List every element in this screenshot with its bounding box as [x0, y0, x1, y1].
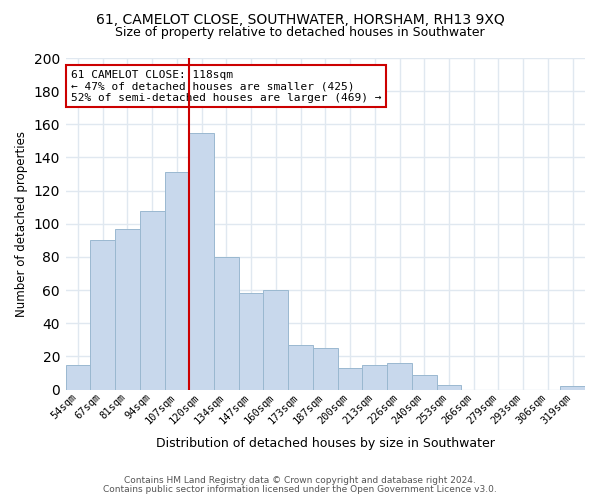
Text: Contains HM Land Registry data © Crown copyright and database right 2024.: Contains HM Land Registry data © Crown c…	[124, 476, 476, 485]
Bar	[140, 210, 164, 390]
Bar	[560, 386, 585, 390]
Bar	[189, 132, 214, 390]
Bar	[387, 363, 412, 390]
Bar	[115, 228, 140, 390]
Bar	[164, 172, 189, 390]
Bar	[91, 240, 115, 390]
Text: 61, CAMELOT CLOSE, SOUTHWATER, HORSHAM, RH13 9XQ: 61, CAMELOT CLOSE, SOUTHWATER, HORSHAM, …	[95, 12, 505, 26]
Text: Contains public sector information licensed under the Open Government Licence v3: Contains public sector information licen…	[103, 485, 497, 494]
Bar	[412, 374, 437, 390]
Bar	[338, 368, 362, 390]
Text: 61 CAMELOT CLOSE: 118sqm
← 47% of detached houses are smaller (425)
52% of semi-: 61 CAMELOT CLOSE: 118sqm ← 47% of detach…	[71, 70, 382, 103]
Bar	[214, 257, 239, 390]
X-axis label: Distribution of detached houses by size in Southwater: Distribution of detached houses by size …	[156, 437, 495, 450]
Text: Size of property relative to detached houses in Southwater: Size of property relative to detached ho…	[115, 26, 485, 39]
Bar	[362, 364, 387, 390]
Bar	[263, 290, 288, 390]
Bar	[65, 364, 91, 390]
Bar	[239, 294, 263, 390]
Bar	[313, 348, 338, 390]
Bar	[288, 345, 313, 390]
Bar	[437, 384, 461, 390]
Y-axis label: Number of detached properties: Number of detached properties	[15, 131, 28, 317]
